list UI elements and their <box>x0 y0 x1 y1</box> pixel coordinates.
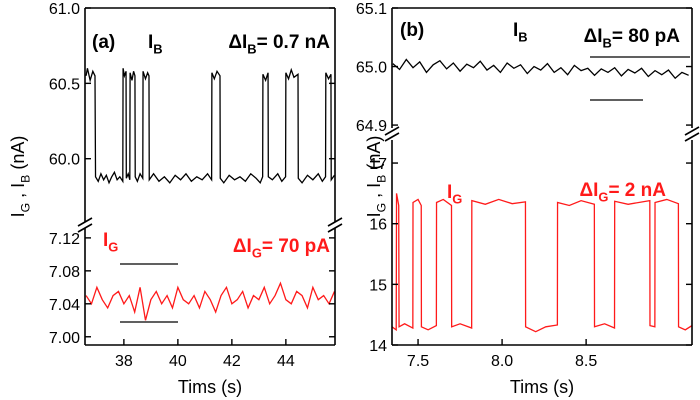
subscript: G <box>108 240 118 255</box>
x-tick-label: 8.0 <box>491 353 513 370</box>
x-tick-label: 38 <box>115 353 133 370</box>
subscript: G <box>18 203 32 213</box>
series-label: IG <box>447 182 462 207</box>
y-tick-label: 64.9 <box>356 118 387 135</box>
subscript: B <box>603 36 612 51</box>
panel-label: (b) <box>400 20 424 41</box>
axis-break <box>327 223 343 233</box>
y-tick-label: 7.12 <box>49 231 80 248</box>
subscript: B <box>518 30 527 45</box>
delta-annotation: ΔIG= 70 pA <box>233 236 330 261</box>
x-tick-label: 40 <box>169 353 187 370</box>
axis-break <box>384 132 400 142</box>
y-tick-label: 7.04 <box>49 297 80 314</box>
series-label: IB <box>513 20 528 45</box>
y-tick-label: 17 <box>369 156 387 173</box>
y-tick-label: 65.1 <box>356 1 387 18</box>
panel-label: (a) <box>92 32 115 53</box>
text-part: , I <box>364 183 384 203</box>
y-tick-label: 61.0 <box>49 1 80 18</box>
subscript: B <box>374 175 388 183</box>
y-axis-title: IG , IB (nA) <box>8 136 32 218</box>
subscript: G <box>598 190 608 205</box>
axis-break <box>77 217 93 227</box>
axis-break <box>77 223 93 233</box>
text-part: I <box>364 212 384 217</box>
y-tick-label: 16 <box>369 217 387 234</box>
text-part: = 2 nA <box>608 180 666 201</box>
text-part: I <box>148 32 153 53</box>
delta-annotation: ΔIB= 0.7 nA <box>228 32 330 57</box>
x-tick-label: 42 <box>223 353 241 370</box>
x-axis-title: Tims (s) <box>178 377 242 397</box>
y-tick-label: 60.0 <box>49 152 80 169</box>
y-tick-label: 60.5 <box>49 76 80 93</box>
text-part: I <box>103 230 108 251</box>
text-part: ΔI <box>579 180 598 201</box>
text-part: I <box>447 182 452 203</box>
text-part: (nA) <box>364 136 384 175</box>
text-part: I <box>513 20 518 41</box>
series-label: IG <box>103 230 118 255</box>
data-line <box>85 67 335 185</box>
x-axis-title: Tims (s) <box>510 377 574 397</box>
series-label: IB <box>148 32 163 57</box>
y-tick-label: 7.08 <box>49 264 80 281</box>
axis-break <box>327 217 343 227</box>
subscript: G <box>452 192 462 207</box>
subscript: B <box>18 175 32 183</box>
y-tick-label: 65.0 <box>356 60 387 77</box>
axis-break <box>684 126 700 136</box>
text-part: = 80 pA <box>612 26 680 47</box>
y-tick-label: 15 <box>369 277 387 294</box>
delta-annotation: ΔIB= 80 pA <box>584 26 681 51</box>
data-line <box>85 281 335 321</box>
text-part: ΔI <box>584 26 603 47</box>
x-tick-label: 44 <box>277 353 295 370</box>
subscript: B <box>247 42 256 57</box>
text-part: ΔI <box>233 236 252 257</box>
text-part: = 0.7 nA <box>257 32 331 53</box>
text-part: I <box>8 212 28 217</box>
y-axis-title: IG , IB (nA) <box>364 136 388 218</box>
reference-lines <box>120 56 690 323</box>
subscript: G <box>252 246 262 261</box>
text-part: (nA) <box>8 136 28 175</box>
y-tick-label: 7.00 <box>49 330 80 347</box>
delta-annotation: ΔIG= 2 nA <box>579 180 666 205</box>
text-part: ΔI <box>228 32 247 53</box>
data-line <box>392 193 692 333</box>
text-part: , I <box>8 183 28 203</box>
subscript: B <box>153 42 162 57</box>
x-tick-label: 7.5 <box>407 353 429 370</box>
axis-break <box>684 132 700 142</box>
y-tick-label: 14 <box>369 338 387 355</box>
subscript: G <box>374 203 388 213</box>
data-line <box>392 58 689 80</box>
x-tick-label: 8.5 <box>575 353 597 370</box>
text-part: = 70 pA <box>262 236 330 257</box>
axis-break <box>384 126 400 136</box>
